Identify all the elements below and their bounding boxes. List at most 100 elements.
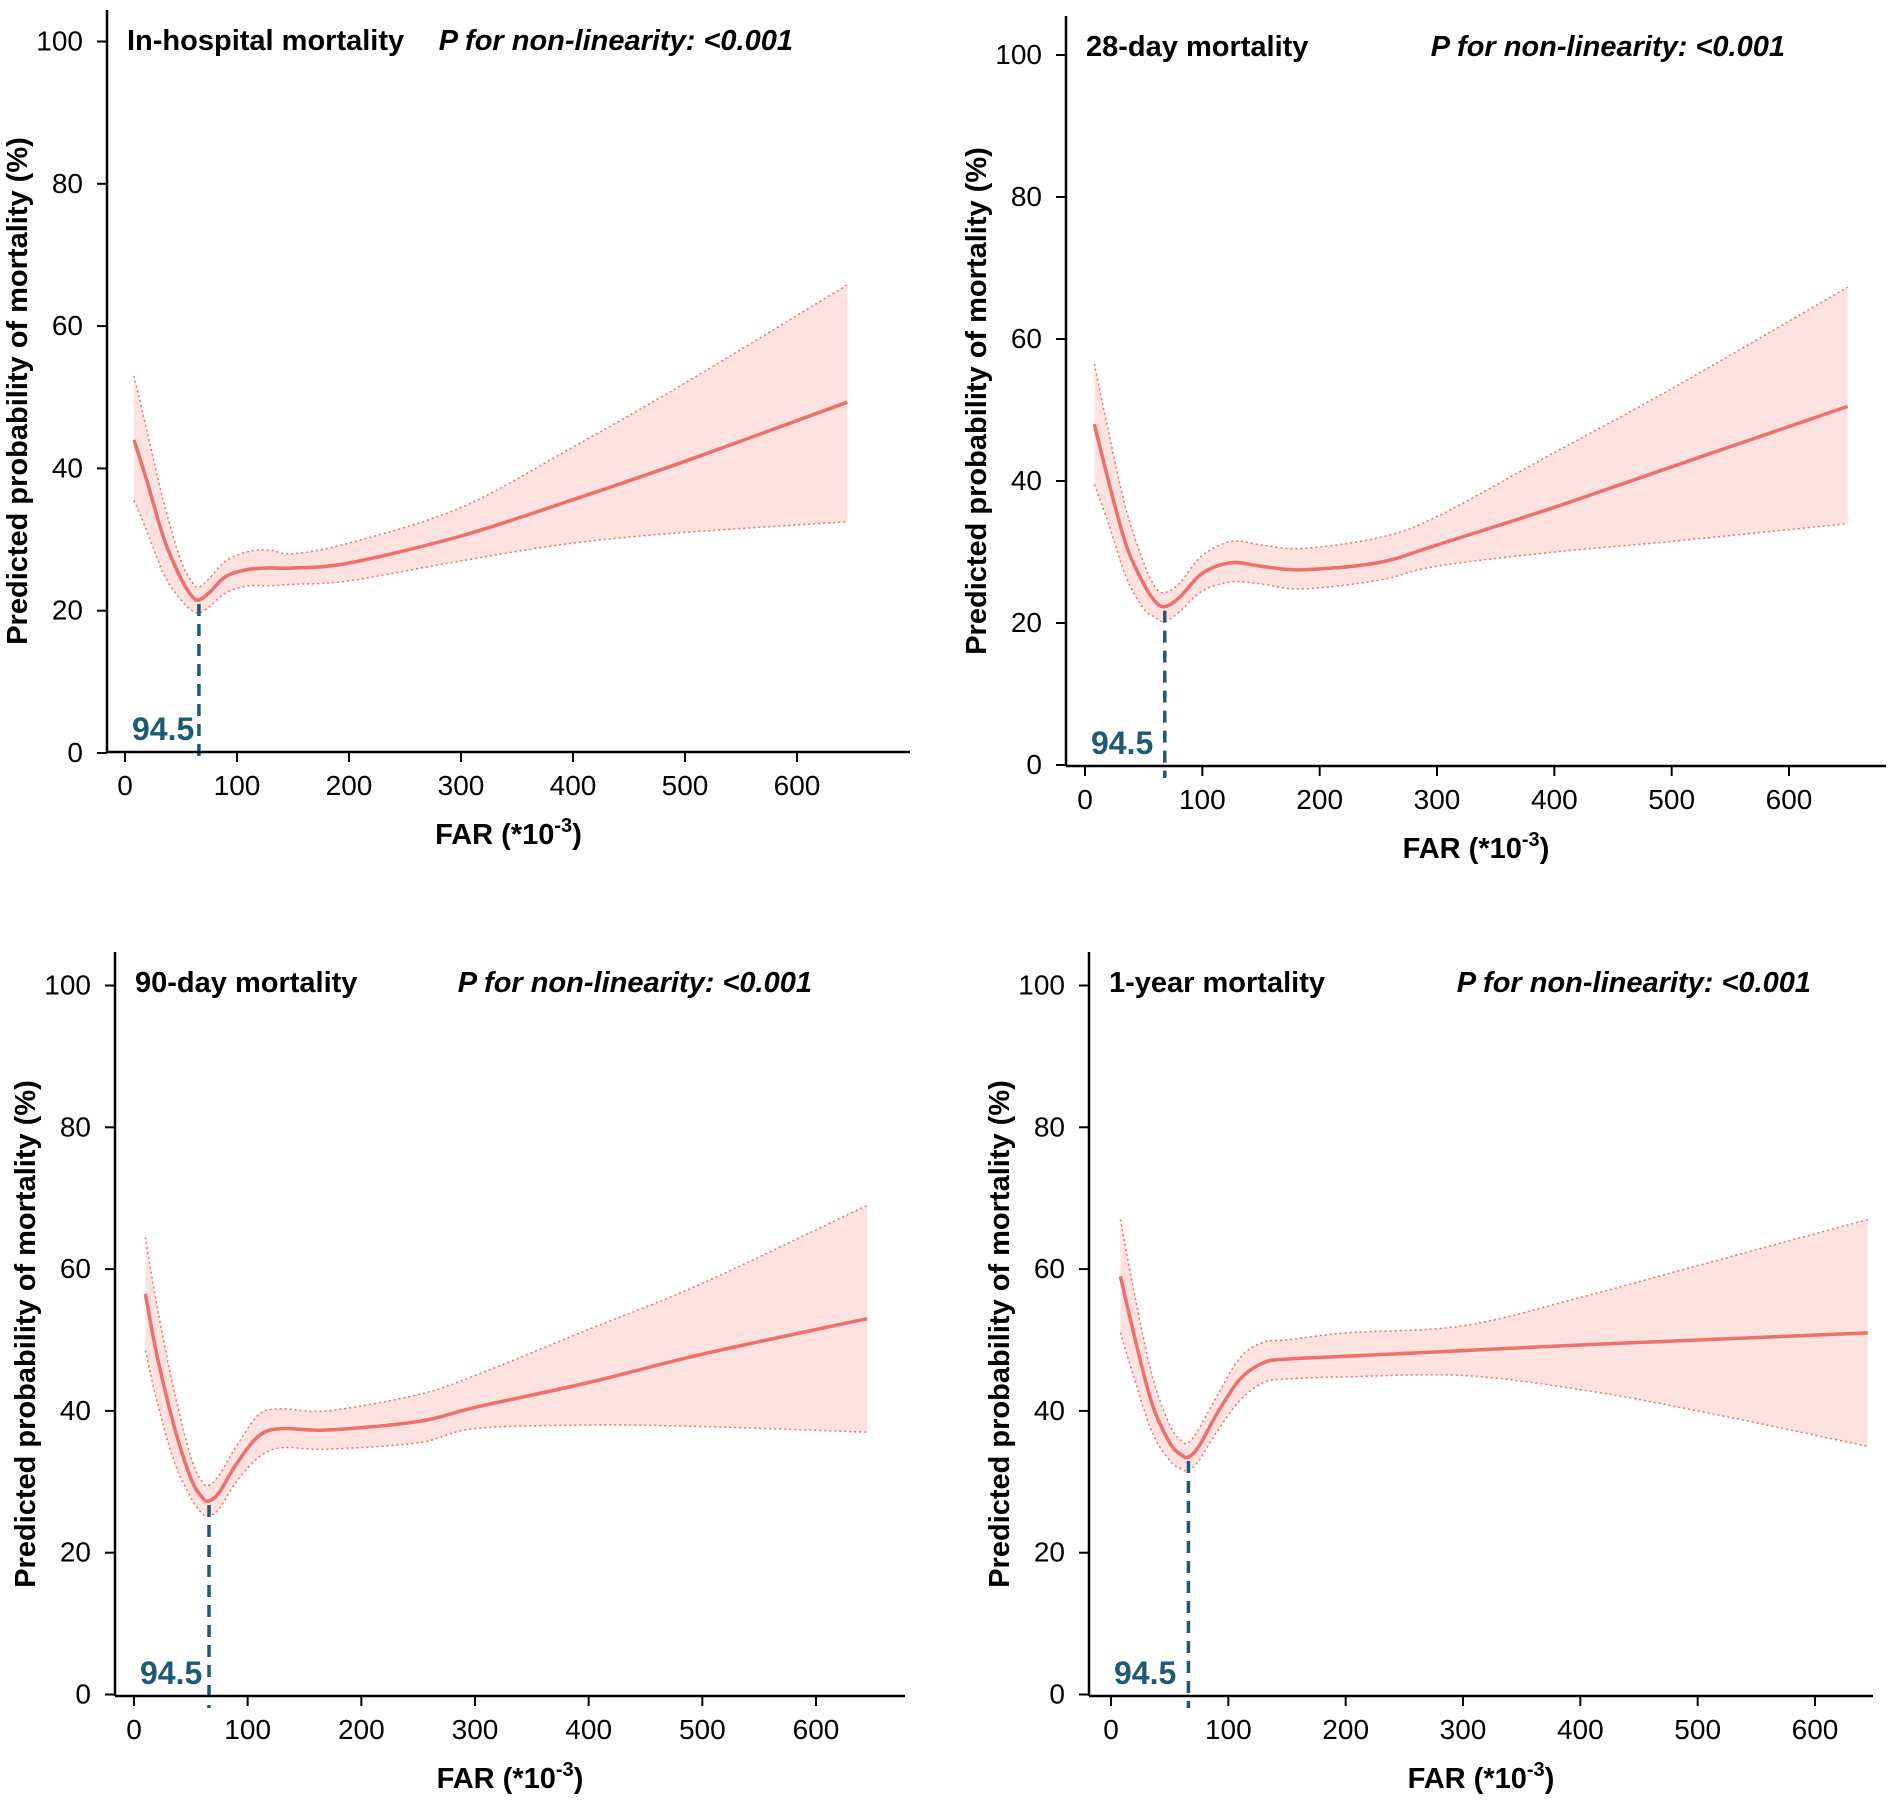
x-axis-title-end: ) <box>1540 833 1550 865</box>
panel-title: 1-year mortality <box>1109 967 1325 999</box>
p-nonlinearity: P for non-linearity: <0.001 <box>1457 967 1811 999</box>
ci-upper-line <box>1093 286 1849 594</box>
x-axis-title: FAR (*10-3) <box>437 1759 584 1795</box>
ci-upper-line <box>1119 1218 1868 1445</box>
y-tick-label: 40 <box>60 1395 91 1426</box>
ci-band <box>1094 287 1848 622</box>
y-tick-label: 40 <box>1011 465 1042 496</box>
y-tick-label: 100 <box>995 39 1042 70</box>
panel-28-day: 0 20 40 60 80 100 0 100 200 300 400 500 600 28-day mo… <box>961 16 1886 865</box>
x-tick-label: 600 <box>1766 784 1813 815</box>
y-tick-label: 40 <box>52 452 83 483</box>
panel-title: In-hospital mortality <box>127 25 404 57</box>
y-tick-label: 60 <box>1011 323 1042 354</box>
x-axis-title-main: FAR (*10 <box>1408 1763 1527 1795</box>
cutoff-label: 94.5 <box>1114 1655 1176 1691</box>
x-axis-title: FAR (*10-3) <box>1408 1759 1555 1795</box>
y-tick-label: 0 <box>1049 1679 1065 1710</box>
ci-lower-line <box>1119 1332 1868 1472</box>
panel-90-day: 0 20 40 60 80 100 0 100 200 300 400 500 600 90-day mo… <box>10 952 905 1795</box>
y-axis-title: Predicted probability of mortality (%) <box>10 1080 42 1588</box>
y-tick-label: 0 <box>67 737 83 768</box>
ci-lower-line <box>133 500 848 614</box>
panel-title: 90-day mortality <box>135 967 357 999</box>
y-tick-label: 20 <box>52 595 83 626</box>
x-tick-label: 600 <box>793 1714 840 1745</box>
y-tick-label: 0 <box>1026 749 1042 780</box>
ci-upper-line <box>133 284 848 589</box>
y-tick-label: 20 <box>1034 1537 1065 1568</box>
y-axis-title: Predicted probability of mortality (%) <box>961 147 993 655</box>
x-tick-label: 400 <box>1531 784 1578 815</box>
x-tick-label: 400 <box>565 1714 612 1745</box>
y-tick-label: 0 <box>75 1679 91 1710</box>
ci-band <box>145 1205 868 1517</box>
x-tick-label: 500 <box>1674 1714 1721 1745</box>
y-axis-title: Predicted probability of mortality (%) <box>2 137 34 645</box>
y-axis-title: Predicted probability of mortality (%) <box>984 1080 1016 1588</box>
y-tick-label: 60 <box>60 1253 91 1284</box>
x-axis-title: FAR (*10-3) <box>435 815 582 851</box>
p-nonlinearity: P for non-linearity: <0.001 <box>439 25 793 57</box>
x-tick-label: 100 <box>1179 784 1226 815</box>
x-axis-title: FAR (*10-3) <box>1403 829 1550 865</box>
x-axis-title-sup: -3 <box>1522 829 1540 851</box>
panel-1-year: 0 20 40 60 80 100 0 100 200 300 400 500 600 1-year mo… <box>984 952 1873 1795</box>
y-tick-label: 20 <box>60 1537 91 1568</box>
x-tick-label: 0 <box>126 1714 142 1745</box>
ci-lower-line <box>144 1350 868 1518</box>
x-tick-label: 300 <box>1440 1714 1487 1745</box>
x-axis-title-main: FAR (*10 <box>437 1763 556 1795</box>
cutoff-label: 94.5 <box>140 1655 202 1691</box>
x-axis-title-sup: -3 <box>1527 1759 1545 1781</box>
x-tick-label: 500 <box>662 770 709 801</box>
x-tick-label: 300 <box>452 1714 499 1745</box>
ci-band <box>134 284 848 614</box>
y-tick-label: 80 <box>1011 181 1042 212</box>
x-tick-label: 100 <box>224 1714 271 1745</box>
predicted-curve <box>1118 1275 1868 1460</box>
x-tick-label: 200 <box>1322 1714 1369 1745</box>
predicted-curve <box>132 400 849 602</box>
x-tick-label: 500 <box>1648 784 1695 815</box>
y-tick-label: 40 <box>1034 1395 1065 1426</box>
x-tick-label: 0 <box>1103 1714 1119 1745</box>
x-axis-title-end: ) <box>572 819 582 851</box>
y-tick-label: 80 <box>1034 1111 1065 1142</box>
x-tick-label: 200 <box>338 1714 385 1745</box>
x-tick-label: 300 <box>1414 784 1461 815</box>
y-tick-label: 60 <box>52 310 83 341</box>
x-tick-label: 300 <box>438 770 485 801</box>
panel-in-hospital: 0 20 40 60 80 100 0 100 200 300 400 500 600 In-hospit… <box>2 10 910 851</box>
panel-title: 28-day mortality <box>1086 31 1308 63</box>
x-tick-label: 200 <box>326 770 373 801</box>
p-nonlinearity: P for non-linearity: <0.001 <box>458 967 812 999</box>
x-tick-label: 100 <box>214 770 261 801</box>
cutoff-label: 94.5 <box>132 711 194 747</box>
y-tick-label: 80 <box>52 168 83 199</box>
x-tick-label: 0 <box>1077 784 1093 815</box>
x-tick-label: 600 <box>1792 1714 1839 1745</box>
x-axis-title-main: FAR (*10 <box>435 819 554 851</box>
cutoff-label: 94.5 <box>1091 725 1153 761</box>
ci-band <box>1120 1219 1868 1472</box>
x-tick-label: 200 <box>1296 784 1343 815</box>
x-tick-label: 400 <box>550 770 597 801</box>
x-tick-label: 400 <box>1557 1714 1604 1745</box>
predicted-curve <box>1092 404 1849 609</box>
y-tick-label: 60 <box>1034 1253 1065 1284</box>
x-axis-title-end: ) <box>1545 1763 1555 1795</box>
x-axis-title-end: ) <box>574 1763 584 1795</box>
x-tick-label: 100 <box>1205 1714 1252 1745</box>
ci-lower-line <box>1093 484 1848 623</box>
x-axis-title-sup: -3 <box>554 815 572 837</box>
x-axis-title-main: FAR (*10 <box>1403 833 1522 865</box>
x-tick-label: 600 <box>774 770 821 801</box>
x-tick-label: 0 <box>117 770 133 801</box>
predicted-curve <box>143 1293 868 1504</box>
y-tick-label: 100 <box>36 26 83 57</box>
x-tick-label: 500 <box>679 1714 726 1745</box>
y-tick-label: 100 <box>44 970 91 1001</box>
p-nonlinearity: P for non-linearity: <0.001 <box>1431 31 1785 63</box>
